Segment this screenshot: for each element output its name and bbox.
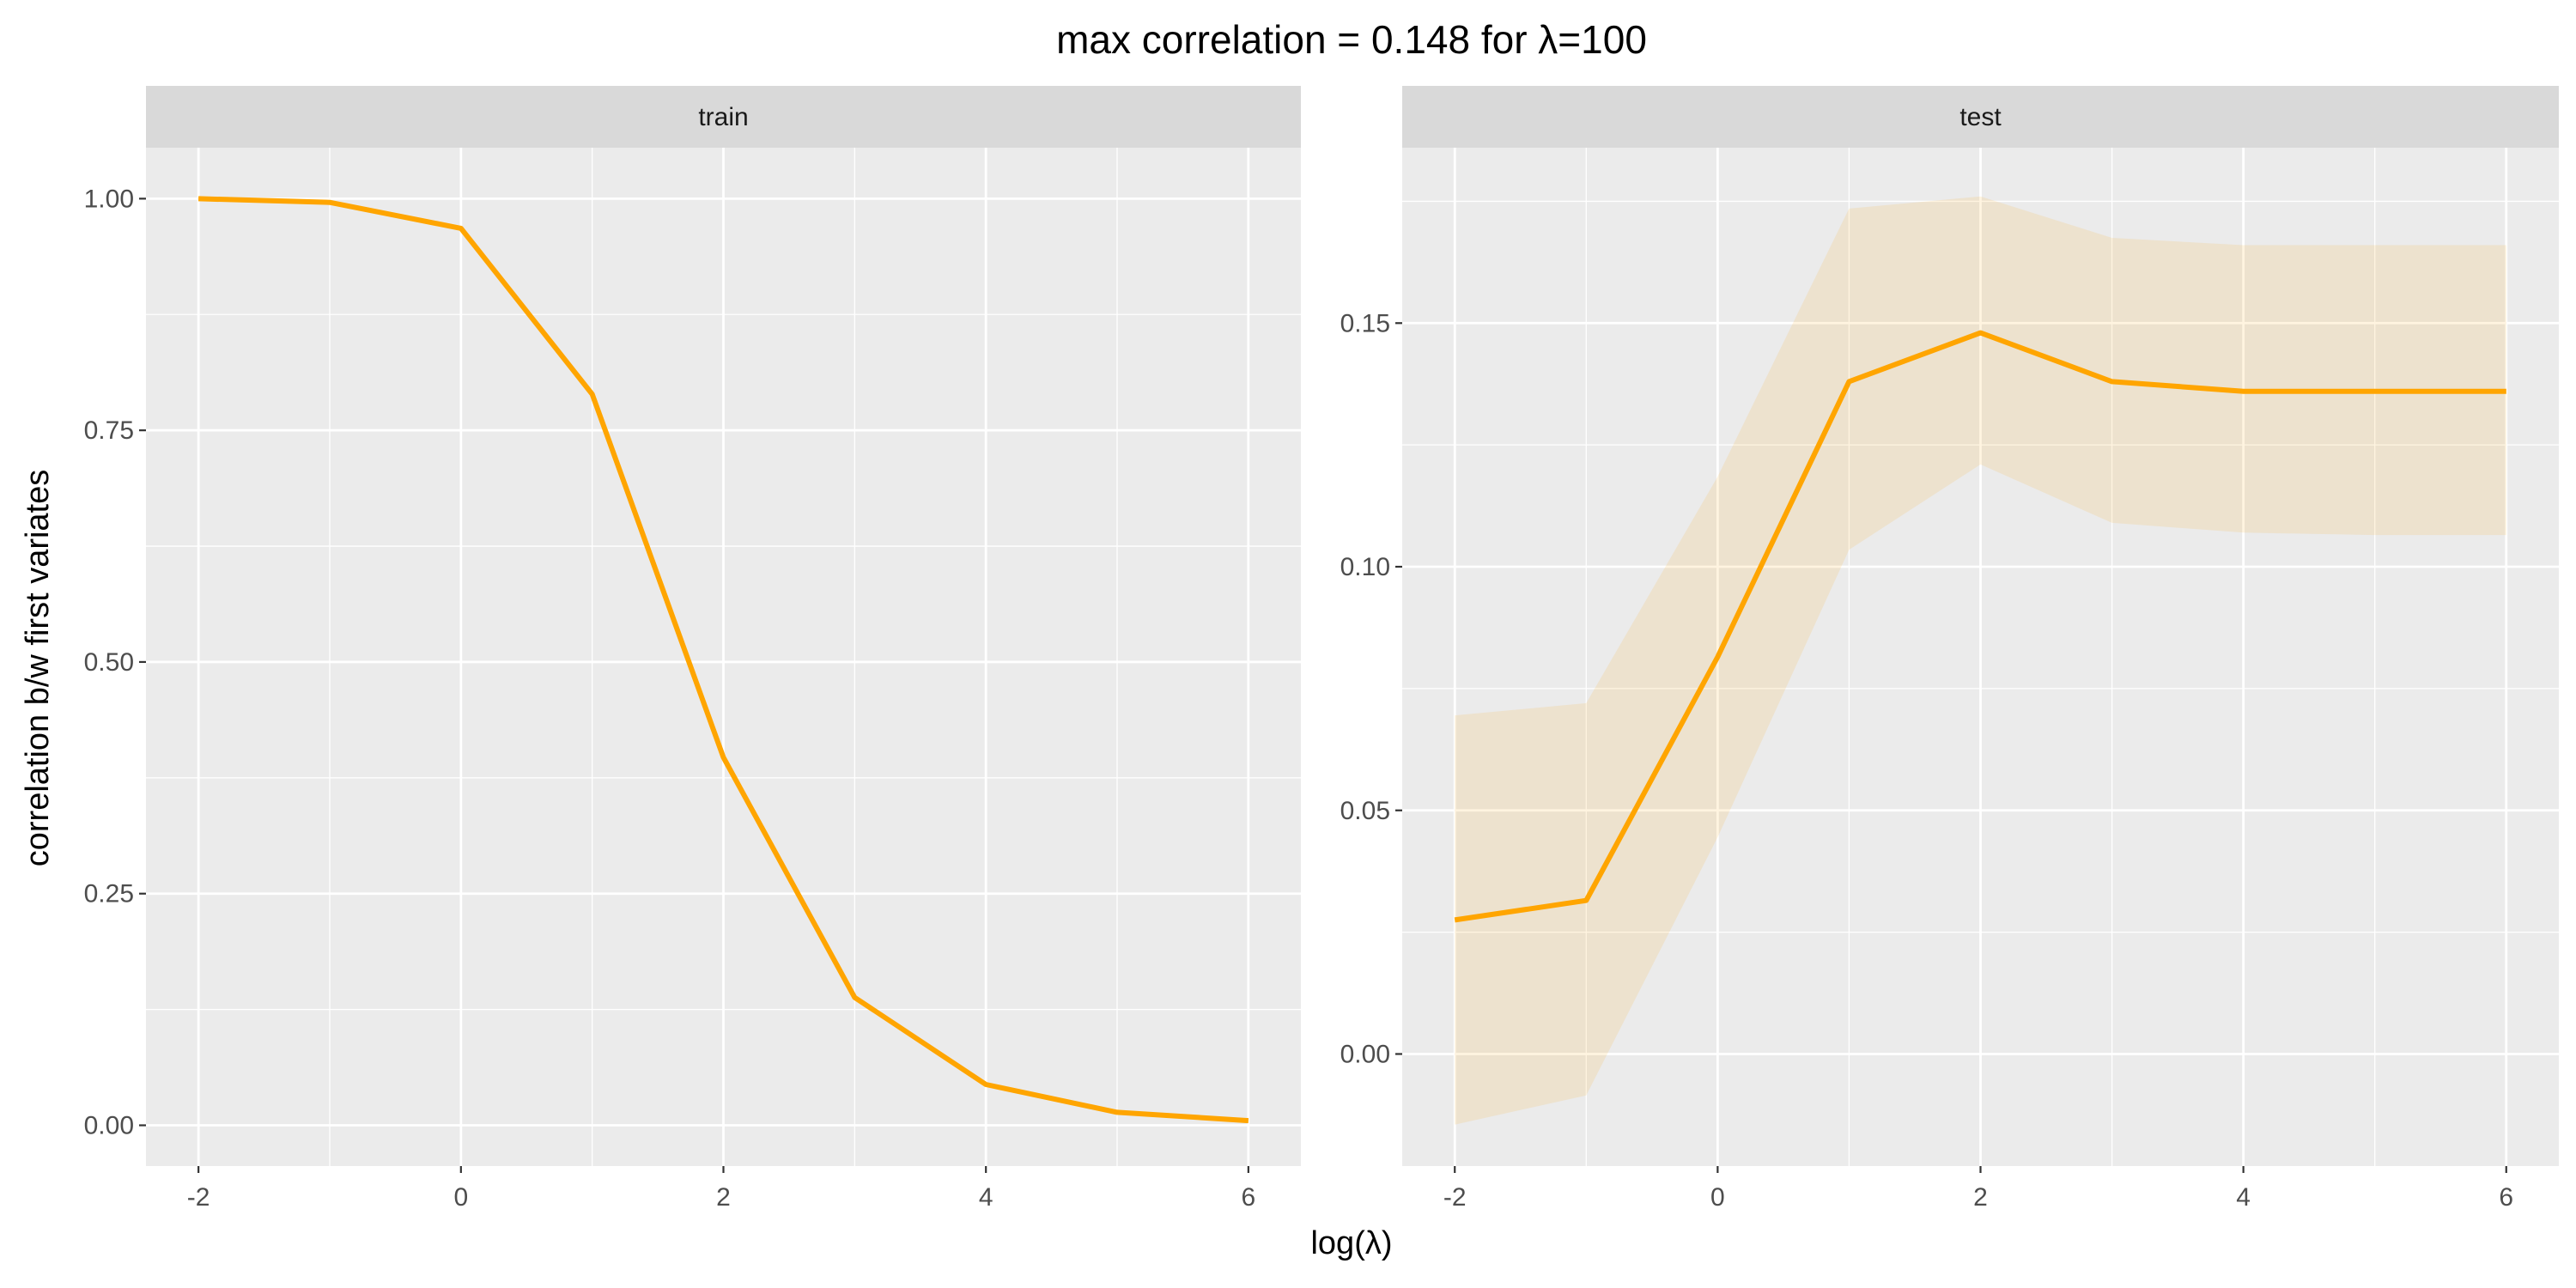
chart-title: max correlation = 0.148 for λ=100 <box>1056 17 1647 62</box>
facet-strip <box>1402 86 2559 148</box>
y-tick-label: 0.00 <box>84 1112 134 1140</box>
series-line <box>198 196 1249 1124</box>
x-tick-label: 4 <box>979 1183 993 1212</box>
x-tick-label: 0 <box>1710 1183 1725 1212</box>
x-tick-label: 0 <box>453 1183 468 1212</box>
x-tick-label: 2 <box>1973 1183 1988 1212</box>
facet-strip-label: test <box>1959 103 2002 131</box>
facet-panels: train 0.00 0.25 0.50 0.75 1.00 -2 0 2 4 6 test 0.00 0… <box>84 86 2559 1212</box>
x-axis-title: log(λ) <box>1310 1225 1392 1261</box>
facet-strip <box>146 86 1301 148</box>
y-tick-label: 0.00 <box>1340 1040 1390 1068</box>
y-tick-label: 0.75 <box>84 416 134 445</box>
y-axis-title: correlation b/w first variates <box>20 470 56 867</box>
y-tick-label: 0.15 <box>1340 309 1390 337</box>
facet-strip-label: train <box>698 103 748 131</box>
x-tick-label: -2 <box>1443 1183 1467 1212</box>
panel-train: train 0.00 0.25 0.50 0.75 1.00 -2 0 2 4 6 <box>84 86 1301 1212</box>
confidence-ribbon <box>1455 196 2506 1125</box>
y-tick-label: 0.10 <box>1340 553 1390 581</box>
series-line <box>1454 330 2506 923</box>
y-tick-label: 0.50 <box>84 648 134 677</box>
x-tick-label: 6 <box>2499 1183 2513 1212</box>
y-tick-label: 0.25 <box>84 880 134 908</box>
panel-test: test 0.00 0.05 0.10 0.15 -2 0 2 4 6 <box>1340 86 2559 1212</box>
x-tick-label: 6 <box>1242 1183 1256 1212</box>
y-tick-label: 0.05 <box>1340 797 1390 825</box>
x-tick-label: 4 <box>2236 1183 2251 1212</box>
y-tick-label: 1.00 <box>84 185 134 213</box>
x-tick-label: 2 <box>716 1183 731 1212</box>
x-tick-label: -2 <box>187 1183 210 1212</box>
